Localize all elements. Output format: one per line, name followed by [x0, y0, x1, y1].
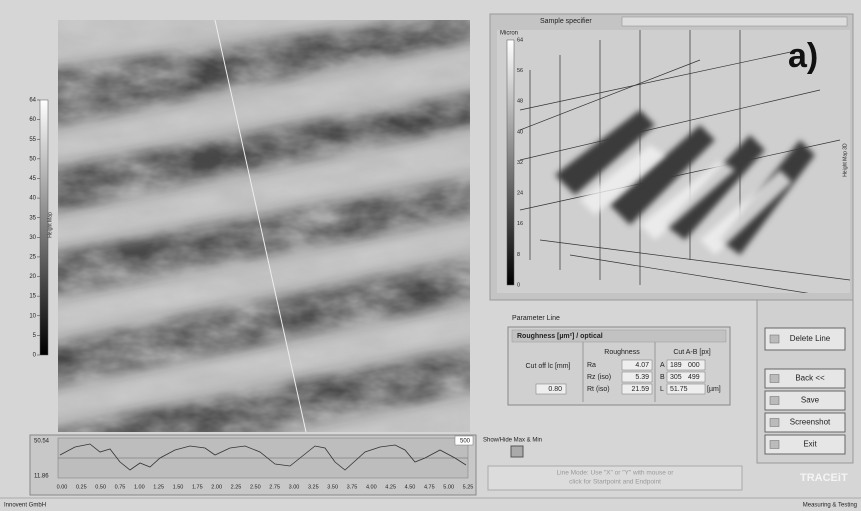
- colorbar-3d-tick-label: 64: [517, 37, 523, 43]
- button-icon: [770, 441, 779, 449]
- colorbar-tick-label: 15: [29, 294, 36, 300]
- button-icon: [770, 335, 779, 343]
- profile-tick-label: 1.00: [134, 484, 145, 490]
- colorbar-tick-label: 30: [29, 235, 36, 241]
- profile-tick-label: 3.25: [308, 484, 319, 490]
- colorbar-label: Height Map: [47, 212, 53, 238]
- profile-tick-label: 2.00: [211, 484, 222, 490]
- profile-tick-label: 4.25: [385, 484, 396, 490]
- colorbar-3d-tick-label: 16: [517, 221, 523, 227]
- profile-tick-label: 1.50: [173, 484, 184, 490]
- footer-left: Innovent GmbH: [4, 503, 46, 509]
- colorbar-3d-tick-label: 56: [517, 68, 523, 74]
- button[interactable]: Screenshot: [765, 413, 845, 432]
- param-name: Rt (iso): [587, 386, 610, 393]
- profile-tick-label: 0.00: [57, 484, 68, 490]
- profile-tick-label: 4.50: [405, 484, 416, 490]
- colorbar-tick-label: 10: [29, 313, 36, 319]
- table-title: Roughness [µm²] / optical: [517, 333, 603, 340]
- profile-tick-label: 0.75: [115, 484, 126, 490]
- height-map-image: [40, 10, 480, 480]
- colorbar-tick-label: 25: [29, 255, 36, 261]
- param-value: 21.59: [631, 386, 649, 393]
- param-name: Ra: [587, 362, 596, 369]
- panel-label: a): [788, 37, 818, 75]
- param-value: 4.07: [635, 362, 649, 369]
- button-label: Exit: [803, 440, 817, 449]
- roughness-header: Roughness: [604, 349, 640, 356]
- footer-right: Measuring & Testing: [803, 503, 857, 509]
- colorbar-tick-label: 40: [29, 196, 36, 202]
- colorbar-3d-tick-label: 24: [517, 191, 523, 197]
- hint-text: click for Startpoint and Endpoint: [569, 479, 661, 486]
- button-label: Save: [801, 396, 820, 405]
- colorbar-tick-label: 64: [29, 98, 36, 104]
- colorbar-tick-label: 20: [29, 274, 36, 280]
- cut-x: 51.75: [670, 386, 688, 393]
- colorbar-tick-label: 35: [29, 215, 36, 221]
- cut-header: Cut A-B [px]: [673, 349, 710, 356]
- button[interactable]: Exit: [765, 435, 845, 454]
- colorbar-tick-label: 50: [29, 156, 36, 162]
- colorbar-3d-tick-label: 40: [517, 129, 523, 135]
- show-hide-button[interactable]: [511, 446, 523, 457]
- button-label: Delete Line: [790, 334, 831, 343]
- unit-label: Micron: [500, 31, 518, 37]
- profile-tick-label: 3.75: [347, 484, 358, 490]
- profile-tick-label: 2.50: [250, 484, 261, 490]
- colorbar-3d: [507, 40, 514, 285]
- profile-min: 11.86: [34, 474, 49, 480]
- colorbar-3d-tick-label: 32: [517, 160, 523, 166]
- cut-y: 000: [688, 362, 700, 369]
- profile-tick-label: 1.75: [192, 484, 203, 490]
- button[interactable]: Save: [765, 391, 845, 410]
- colorbar-tick-label: 45: [29, 176, 36, 182]
- profile-tick-label: 0.50: [95, 484, 106, 490]
- parameter-line-title: Parameter Line: [512, 315, 560, 322]
- brand: TRACEiT: [800, 472, 848, 484]
- button-label: Back <<: [795, 374, 825, 383]
- button[interactable]: Back <<: [765, 369, 845, 388]
- cut-unit: [µm]: [707, 386, 721, 393]
- profile-end: 500: [460, 439, 471, 445]
- profile-tick-label: 5.00: [443, 484, 454, 490]
- cut-y: 499: [688, 374, 700, 381]
- button-icon: [770, 375, 779, 383]
- colorbar-3d-tick-label: 0: [517, 282, 520, 288]
- colorbar-3d-tick-label: 8: [517, 252, 520, 258]
- cut-name: A: [660, 362, 665, 369]
- param-name: Rz (iso): [587, 374, 611, 381]
- profile-tick-label: 5.25: [463, 484, 474, 490]
- app-window: Height Map 64605550454035302520151050 50…: [0, 0, 861, 511]
- profile-tick-label: 2.25: [231, 484, 242, 490]
- cut-name: B: [660, 374, 665, 381]
- button[interactable]: Delete Line: [765, 328, 845, 350]
- profile-max: 50.54: [34, 439, 50, 445]
- cutoff-value: 0.80: [548, 386, 562, 393]
- colorbar-tick-label: 55: [29, 137, 36, 143]
- sample-specifier-label: Sample specifier: [540, 18, 592, 25]
- show-hide-label: Show/Hide Max & Min: [483, 438, 542, 444]
- profile-tick-label: 3.50: [327, 484, 338, 490]
- cutoff-label: Cut off lc [mm]: [526, 363, 571, 370]
- cut-x: 305: [670, 374, 682, 381]
- cut-name: L: [660, 386, 664, 393]
- profile-tick-label: 4.00: [366, 484, 377, 490]
- profile-tick-label: 1.25: [153, 484, 164, 490]
- profile-tick-label: 2.75: [269, 484, 280, 490]
- profile-tick-label: 3.00: [289, 484, 300, 490]
- hint-text: Line Mode: Use "X" or "Y" with mouse or: [557, 470, 675, 477]
- profile-tick-label: 4.75: [424, 484, 435, 490]
- button-icon: [770, 419, 779, 427]
- colorbar-3d-tick-label: 48: [517, 99, 523, 105]
- param-value: 5.39: [635, 374, 649, 381]
- button-icon: [770, 397, 779, 405]
- profile-tick-label: 0.25: [76, 484, 87, 490]
- colorbar-tick-label: 60: [29, 117, 36, 123]
- sample-specifier-field[interactable]: [622, 17, 847, 26]
- button-label: Screenshot: [790, 418, 831, 427]
- cut-x: 189: [670, 362, 682, 369]
- side-label: Height Map 3D: [842, 143, 848, 177]
